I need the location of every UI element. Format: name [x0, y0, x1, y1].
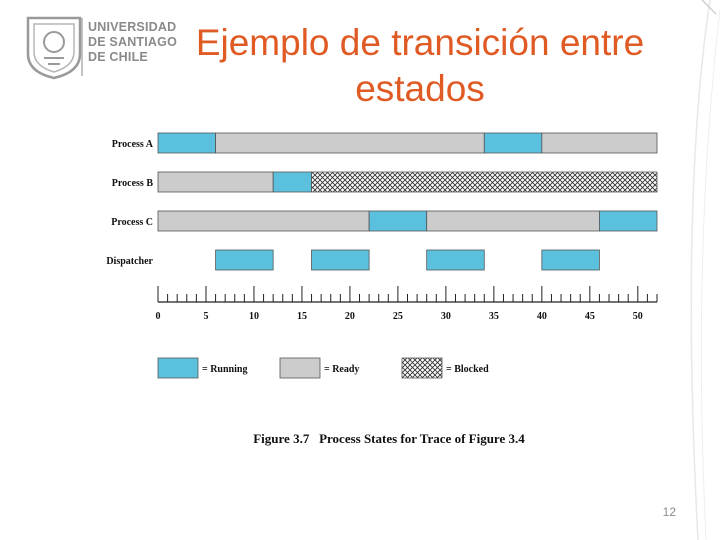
axis-tick-label: 40: [537, 311, 547, 322]
decorative-lines: [690, 0, 720, 540]
legend-label-blocked: = Blocked: [446, 364, 489, 375]
legend-label-ready: = Ready: [324, 364, 359, 375]
row-label-process-b: Process B: [112, 178, 154, 189]
legend-label-running: = Running: [202, 364, 247, 375]
university-name-line-3: DE CHILE: [88, 50, 148, 64]
shield-icon: [26, 16, 83, 80]
axis-tick-label: 35: [489, 311, 499, 322]
figure-caption: Figure 3.7 Process States for Trace of F…: [253, 431, 525, 446]
axis-tick-label: 10: [249, 311, 259, 322]
segment-running: [368, 210, 428, 232]
legend-swatch-blocked: [401, 357, 443, 379]
legend-swatch-ready: [279, 357, 321, 379]
row-label-dispatcher: Dispatcher: [106, 256, 153, 267]
legend-swatch-running: [157, 357, 199, 379]
axis-tick-label: 0: [156, 311, 161, 322]
segment-ready: [426, 210, 600, 232]
segment-running: [599, 210, 658, 232]
university-name-line-1: UNIVERSIDAD: [88, 20, 177, 34]
segment-running: [541, 249, 600, 271]
segment-ready: [215, 132, 485, 154]
row-label-process-c: Process C: [111, 217, 153, 228]
axis-tick-label: 25: [393, 311, 403, 322]
axis-tick-label: 30: [441, 311, 451, 322]
segment-running: [272, 171, 312, 193]
segment-running: [215, 249, 274, 271]
segment-blocked: [311, 171, 658, 193]
row-label-process-a: Process A: [112, 139, 154, 150]
slide-title: Ejemplo de transición entre estados: [195, 22, 645, 109]
university-logo: [26, 16, 83, 80]
university-name-line-2: DE SANTIAGO: [88, 35, 178, 49]
segment-running: [483, 132, 543, 154]
axis-tick-label: 15: [297, 311, 307, 322]
page-number: 12: [662, 505, 676, 519]
axis-tick-label: 5: [203, 311, 208, 322]
axis-tick-label: 20: [345, 311, 355, 322]
segment-ready: [157, 210, 370, 232]
university-name: UNIVERSIDAD DE SANTIAGO DE CHILE: [88, 20, 177, 65]
segment-running: [157, 132, 216, 154]
axis-tick-label: 50: [633, 311, 643, 322]
segment-running: [426, 249, 485, 271]
segment-running: [311, 249, 370, 271]
segment-ready: [157, 171, 274, 193]
axis-tick-label: 45: [585, 311, 595, 322]
segment-ready: [541, 132, 658, 154]
